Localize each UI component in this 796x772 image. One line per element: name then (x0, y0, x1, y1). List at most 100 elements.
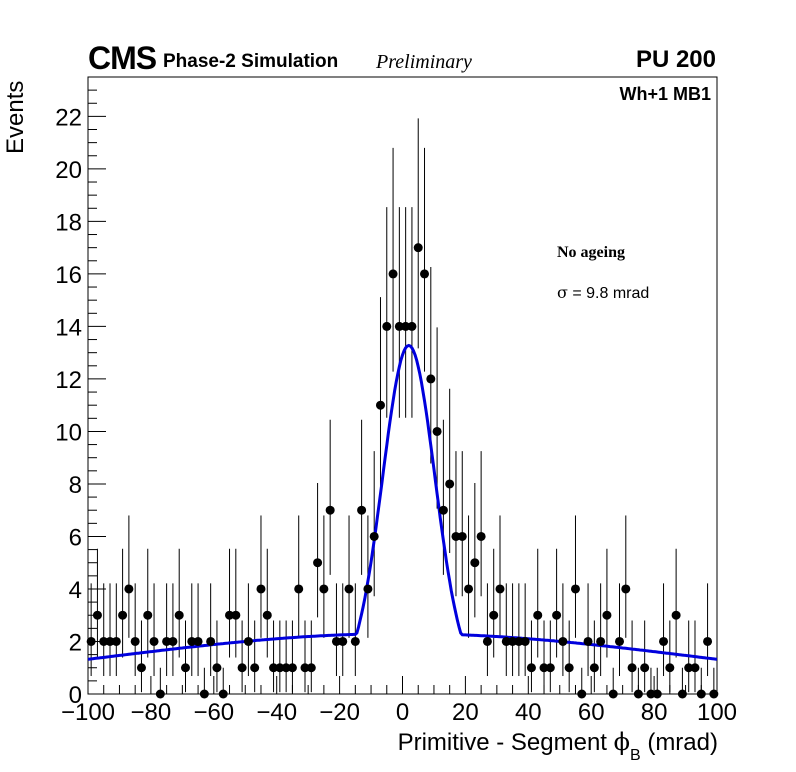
data-point (262, 610, 272, 620)
data-point (149, 636, 159, 646)
data-point (199, 689, 209, 699)
x-tick-label: −100 (61, 699, 115, 726)
data-point (583, 636, 593, 646)
data-point (696, 689, 706, 699)
data-point (325, 505, 335, 515)
x-tick-label: 0 (396, 699, 409, 726)
data-point (388, 269, 398, 279)
data-point (558, 636, 568, 646)
data-point (659, 636, 669, 646)
data-point (615, 636, 625, 646)
data-point (306, 663, 316, 673)
data-point (269, 663, 279, 673)
y-axis-title: Events (2, 80, 29, 154)
data-point (703, 636, 713, 646)
y-tick-label: 16 (55, 262, 82, 289)
data-point (526, 663, 536, 673)
y-tick-label: 0 (69, 682, 82, 709)
data-point (143, 610, 153, 620)
data-point (602, 610, 612, 620)
data-point (174, 610, 184, 620)
x-tick-label: 100 (697, 699, 737, 726)
data-point (243, 636, 253, 646)
data-point (256, 584, 266, 594)
y-tick-label: 22 (55, 104, 82, 131)
data-point (382, 321, 392, 331)
x-tick-label: −80 (131, 699, 172, 726)
data-point (300, 663, 310, 673)
data-point (350, 636, 360, 646)
data-point (545, 663, 555, 673)
simulation-label: Phase-2 Simulation (163, 51, 339, 72)
data-point (627, 663, 637, 673)
data-point (482, 636, 492, 646)
sigma-value: = 9.8 mrad (567, 285, 650, 302)
data-point (652, 689, 662, 699)
sigma-label: σ = 9.8 mrad (557, 283, 649, 303)
data-point (621, 584, 631, 594)
data-point (665, 663, 675, 673)
x-tick-label: −40 (256, 699, 297, 726)
data-point (250, 663, 260, 673)
data-point (136, 663, 146, 673)
data-point (457, 531, 467, 541)
data-point (375, 400, 385, 410)
data-point (432, 426, 442, 436)
x-axis: −100 −80 −60 −40 −20 0 20 40 60 80 100 (61, 676, 737, 726)
y-tick-label: 2 (69, 629, 82, 656)
x-axis-title: Primitive - Segment ϕB (mrad) (397, 728, 718, 764)
data-point (313, 558, 323, 568)
data-point (539, 663, 549, 673)
data-point (168, 636, 178, 646)
data-point (426, 374, 436, 384)
data-point (212, 663, 222, 673)
data-point (608, 689, 618, 699)
x-axis-title-prefix: Primitive - Segment (397, 729, 614, 756)
data-point (533, 610, 543, 620)
y-tick-label: 20 (55, 157, 82, 184)
x-tick-label: 20 (452, 699, 479, 726)
data-point (420, 269, 430, 279)
data-point (357, 505, 367, 515)
data-point (470, 558, 480, 568)
data-point (275, 663, 285, 673)
error-bars (88, 118, 717, 695)
x-tick-label: 80 (641, 699, 668, 726)
x-tick-label: 40 (515, 699, 542, 726)
data-point (589, 663, 599, 673)
data-point (105, 636, 115, 646)
data-point (495, 584, 505, 594)
data-point (577, 689, 587, 699)
data-point (552, 610, 562, 620)
data-point (187, 636, 197, 646)
data-point (319, 584, 329, 594)
fit-curve (87, 343, 718, 661)
data-point (401, 321, 411, 331)
data-points (86, 243, 719, 699)
data-point (231, 610, 241, 620)
data-point (237, 663, 247, 673)
x-tick-label: −60 (193, 699, 234, 726)
data-point (111, 636, 121, 646)
data-point (281, 663, 291, 673)
data-point (451, 531, 461, 541)
pileup-label: PU 200 (635, 46, 716, 73)
data-point (464, 584, 474, 594)
data-point (218, 689, 228, 699)
data-point (508, 636, 518, 646)
status-label: Preliminary (376, 51, 472, 73)
chamber-label: Wh+1 MB1 (619, 84, 711, 104)
data-point (476, 531, 486, 541)
data-point (193, 636, 203, 646)
data-point (520, 636, 530, 646)
data-point (338, 636, 348, 646)
y-tick-label: 18 (55, 209, 82, 236)
data-point (118, 610, 128, 620)
data-point (677, 689, 687, 699)
y-tick-label: 4 (69, 577, 82, 604)
x-axis-title-suffix: (mrad) (640, 729, 718, 756)
phi-symbol: ϕ (613, 728, 630, 756)
data-point (225, 610, 235, 620)
x-axis-title-subscript: B (629, 747, 641, 764)
